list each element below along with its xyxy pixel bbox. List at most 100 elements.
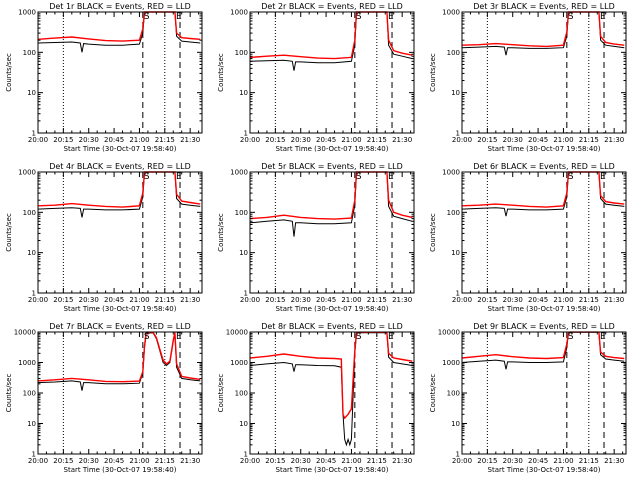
x-axis-label: Start Time (30-Oct-07 19:58:40) — [276, 466, 389, 474]
y-tick-label: 1000 — [442, 169, 460, 177]
series-line-lld — [37, 171, 201, 208]
y-tick-label: 1 — [32, 451, 36, 459]
x-axis-label: Start Time (30-Oct-07 19:58:40) — [488, 466, 601, 474]
x-tick-label: 21:30 — [604, 457, 624, 465]
series-line-events — [461, 331, 625, 370]
series-line-lld — [249, 331, 413, 420]
x-tick-label: 21:15 — [155, 136, 175, 144]
marker-label-e: E — [600, 332, 606, 342]
x-tick-label: 21:00 — [341, 136, 361, 144]
x-tick-label: 20:45 — [104, 296, 124, 304]
x-tick-label: 21:30 — [604, 136, 624, 144]
y-tick-label: 10 — [451, 89, 460, 97]
x-axis-label: Start Time (30-Oct-07 19:58:40) — [276, 145, 389, 153]
chart-title: Det 9r BLACK = Events, RED = LLD — [473, 322, 615, 331]
y-axis-label: Counts/sec — [429, 53, 437, 92]
x-tick-label: 20:30 — [503, 457, 523, 465]
x-tick-label: 20:45 — [528, 296, 548, 304]
x-tick-label: 21:30 — [392, 457, 412, 465]
y-axis-label: Counts/sec — [5, 53, 13, 92]
series-line-events — [37, 11, 201, 53]
y-tick-label: 10 — [239, 89, 248, 97]
x-tick-label: 20:00 — [28, 296, 48, 304]
x-tick-label: 20:00 — [240, 136, 260, 144]
chart-title: Det 2r BLACK = Events, RED = LLD — [261, 2, 403, 11]
y-axis-label: Counts/sec — [217, 53, 225, 92]
marker-label-s: S — [144, 332, 150, 342]
x-tick-label: 21:00 — [553, 136, 573, 144]
x-tick-label: 20:15 — [477, 136, 497, 144]
x-tick-label: 20:15 — [265, 136, 285, 144]
y-tick-label: 100 — [235, 49, 248, 57]
x-tick-label: 21:15 — [367, 457, 387, 465]
marker-label-e: E — [600, 12, 606, 22]
y-tick-label: 100 — [23, 390, 36, 398]
marker-label-s: S — [356, 332, 362, 342]
series-line-lld — [461, 171, 625, 208]
plot-frame — [461, 11, 627, 134]
x-tick-label: 20:45 — [104, 136, 124, 144]
y-tick-label: 10 — [451, 249, 460, 257]
x-tick-label: 21:00 — [341, 457, 361, 465]
y-tick-label: 1000 — [230, 169, 248, 177]
chart-title: Det 5r BLACK = Events, RED = LLD — [261, 162, 403, 171]
x-tick-label: 20:30 — [79, 457, 99, 465]
x-tick-label: 20:00 — [28, 136, 48, 144]
series-line-lld — [37, 11, 201, 42]
x-tick-label: 20:30 — [79, 296, 99, 304]
x-tick-label: 20:45 — [528, 136, 548, 144]
y-tick-label: 1 — [32, 290, 36, 298]
y-axis-label: Counts/sec — [217, 213, 225, 252]
y-tick-label: 10000 — [226, 329, 248, 337]
x-tick-label: 20:45 — [316, 457, 336, 465]
x-tick-label: 21:00 — [129, 136, 149, 144]
y-tick-label: 1 — [32, 130, 36, 138]
plot-frame — [249, 11, 415, 134]
series-line-lld — [37, 331, 201, 383]
y-tick-label: 10000 — [438, 329, 460, 337]
y-tick-label: 1 — [456, 290, 460, 298]
chart-title: Det 7r BLACK = Events, RED = LLD — [49, 322, 191, 331]
x-tick-label: 20:30 — [291, 457, 311, 465]
y-tick-label: 1000 — [230, 359, 248, 367]
x-tick-label: 20:15 — [53, 136, 73, 144]
marker-label-e: E — [176, 332, 182, 342]
x-tick-label: 20:00 — [240, 457, 260, 465]
plot-frame — [249, 171, 415, 294]
x-tick-label: 20:30 — [291, 296, 311, 304]
chart-title: Det 3r BLACK = Events, RED = LLD — [473, 2, 615, 11]
x-tick-label: 21:00 — [553, 457, 573, 465]
marker-label-s: S — [568, 12, 574, 22]
y-tick-label: 10 — [239, 249, 248, 257]
marker-label-e: E — [176, 172, 182, 182]
x-tick-label: 20:15 — [53, 457, 73, 465]
chart-title: Det 8r BLACK = Events, RED = LLD — [261, 322, 403, 331]
y-tick-label: 1 — [244, 130, 248, 138]
x-tick-label: 20:30 — [79, 136, 99, 144]
y-tick-label: 10 — [239, 420, 248, 428]
x-tick-label: 21:30 — [392, 136, 412, 144]
marker-label-s: S — [144, 12, 150, 22]
series-line-events — [461, 11, 625, 56]
y-tick-label: 1 — [244, 290, 248, 298]
x-axis-label: Start Time (30-Oct-07 19:58:40) — [276, 305, 389, 313]
marker-label-e: E — [388, 12, 394, 22]
marker-label-e: E — [600, 172, 606, 182]
y-tick-label: 100 — [447, 390, 460, 398]
x-tick-label: 21:15 — [367, 296, 387, 304]
x-tick-label: 21:15 — [367, 136, 387, 144]
marker-label-e: E — [388, 332, 394, 342]
y-tick-label: 1000 — [442, 359, 460, 367]
y-tick-label: 100 — [447, 209, 460, 217]
y-tick-label: 10 — [27, 89, 36, 97]
series-line-events — [249, 171, 413, 237]
chart-title: Det 6r BLACK = Events, RED = LLD — [473, 162, 615, 171]
x-tick-label: 20:30 — [503, 136, 523, 144]
y-axis-label: Counts/sec — [5, 213, 13, 252]
y-axis-label: Counts/sec — [429, 213, 437, 252]
